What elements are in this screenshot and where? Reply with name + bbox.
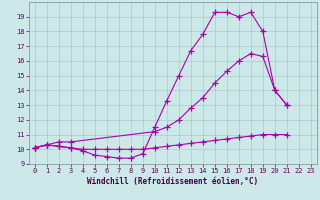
X-axis label: Windchill (Refroidissement éolien,°C): Windchill (Refroidissement éolien,°C) xyxy=(87,177,258,186)
